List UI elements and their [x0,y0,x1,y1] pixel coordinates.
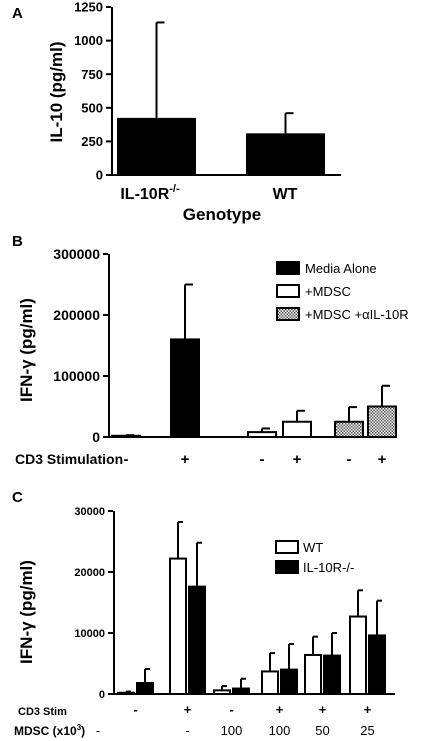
cd3-tick-label: + [319,702,327,717]
panel-a-y-ticks: 0 250 500 750 1000 1250 [74,0,111,183]
mdsc-tick-label: 100 [221,723,243,738]
legend-swatch [276,307,300,321]
legend-swatch [276,284,300,298]
panel-a-y-axis-label: IL-10 (pg/ml) [47,41,66,142]
bar [188,585,206,696]
panel-a-category-label-il10r: IL-10R-/- [120,183,180,203]
mdsc-tick-label: - [96,723,100,738]
mdsc-tick-label: 50 [315,723,329,738]
y-tick-label: 250 [81,134,103,149]
bar [282,420,312,438]
cd3-tick-label: + [184,702,192,717]
y-tick-label: 30000 [74,506,105,518]
cd3-tick-label: + [276,702,284,717]
bar [169,557,187,696]
mdsc-tick-label: 25 [360,723,374,738]
panel-b-y-axis-label: IFN-γ (pg/ml) [17,298,36,402]
bar [368,634,386,696]
x-tick-label: - [124,451,129,468]
bar [280,668,298,695]
y-tick-label: 1250 [74,0,103,15]
bar [323,654,341,696]
x-tick-label: + [378,451,387,468]
y-tick-label: 750 [81,67,103,82]
panel-c-label: C [12,489,23,506]
panel-a-label: A [12,5,23,22]
y-tick-label: 1000 [74,33,103,48]
bar [136,682,154,696]
y-tick-label: 200000 [53,307,100,323]
panel-a-x-axis-label: Genotype [183,205,261,224]
legend-swatch [275,560,299,574]
panel-c-cd3-row-label: CD3 Stim [18,706,67,718]
y-tick-label: 0 [99,689,105,701]
panel-b-bars [111,283,397,438]
legend-label: WT [303,540,323,555]
bar [246,133,325,175]
y-tick-label: 300000 [53,246,100,262]
mdsc-tick-label: 100 [269,723,291,738]
panel-c: C IFN-γ (pg/ml) 0 10000 20000 30000 CD3 Sti… [12,489,395,738]
legend-label: +MDSC [305,284,351,299]
cd3-tick-label: + [364,702,372,717]
panel-b-label: B [12,233,23,250]
cd3-tick-label: - [133,702,137,717]
panel-c-mdsc-row-label: MDSC (x103) [14,723,85,738]
panel-c-y-ticks: 0 10000 20000 30000 [74,506,113,701]
legend-label: +MDSC +αIL-10R [305,307,409,322]
panel-b-x-axis-label: CD3 Stimulation [15,451,123,467]
y-tick-label: 10000 [74,628,105,640]
y-tick-label: 0 [96,168,103,183]
panel-a-bars [117,21,325,175]
bar [367,405,397,438]
panel-a-category-label-wt: WT [273,186,298,203]
x-tick-label: + [293,451,302,468]
bar [349,615,367,696]
bar [304,653,322,696]
panel-c-legend: WT IL-10R-/- [275,540,354,575]
bar [117,117,196,175]
x-tick-label: + [181,451,190,468]
x-tick-label: - [347,451,352,468]
bar [170,338,200,438]
x-tick-label: - [260,451,265,468]
legend-label: IL-10R-/- [303,560,354,575]
y-tick-label: 100000 [53,368,100,384]
mdsc-tick-label: - [185,723,189,738]
panel-c-y-axis-label: IFN-γ (pg/ml) [17,560,36,664]
panel-b-y-ticks: 0 100000 200000 300000 [53,246,108,445]
legend-swatch [276,261,300,275]
bar [261,670,279,695]
bar [334,420,364,438]
y-tick-label: 500 [81,100,103,115]
legend-swatch [275,540,299,554]
panel-b-legend: Media Alone +MDSC +MDSC +αIL-10R [276,261,409,322]
panel-a: A IL-10 (pg/ml) 0 250 500 750 1000 1250 IL-10… [12,0,341,224]
panel-c-category-labels: - + - + + + - - 100 100 50 25 [96,702,375,738]
panel-b-category-labels: - + - + - + [124,451,387,468]
cd3-tick-label: - [229,702,233,717]
y-tick-label: 20000 [74,567,105,579]
panel-c-bars [117,520,386,696]
legend-label: Media Alone [305,261,377,276]
panel-b: B IFN-γ (pg/ml) 0 100000 200000 300000 CD3 … [12,233,409,468]
y-tick-label: 0 [92,429,100,445]
